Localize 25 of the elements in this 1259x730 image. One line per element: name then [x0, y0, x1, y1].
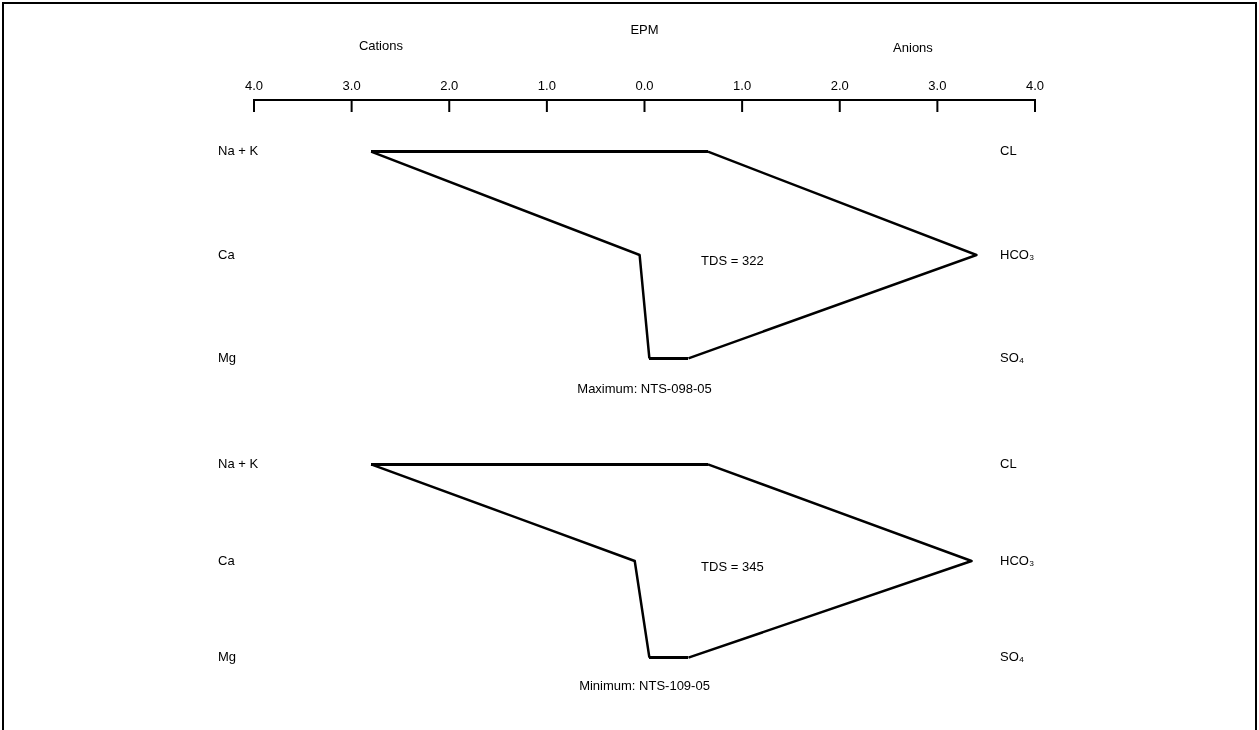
annotation: Minimum: NTS-109-05	[579, 678, 710, 694]
annotation: Maximum: NTS-098-05	[577, 380, 712, 396]
y-tick-label: Mg	[218, 349, 237, 365]
y2-tick-label: CL	[1000, 455, 1017, 471]
x-tick-label: 3.0	[928, 77, 947, 93]
x-axis-title: EPM	[630, 21, 659, 37]
x-tick-label: 4.0	[244, 77, 264, 93]
x-tick-label: 1.0	[733, 77, 752, 93]
text: Cations	[358, 37, 404, 53]
y2-tick-label: SO₄	[1000, 349, 1025, 365]
text: Anions	[893, 39, 934, 55]
x-tick-label: 2.0	[830, 77, 849, 93]
x-tick-label: 4.0	[1025, 77, 1045, 93]
annotation: TDS = 345	[701, 558, 764, 574]
y-tick-label: Na + K	[218, 143, 259, 159]
x-tick-label: 2.0	[440, 77, 459, 93]
y-tick-label: Ca	[218, 246, 236, 262]
y2-tick-label: CL	[1000, 143, 1017, 159]
annotation: TDS = 322	[701, 252, 764, 268]
y2-tick-label: HCO₃	[1000, 552, 1035, 568]
x-tick-label: 3.0	[342, 77, 361, 93]
x-tick-label: 0.0	[635, 77, 654, 93]
y2-tick-label: HCO₃	[1000, 246, 1035, 262]
x-tick-label: 1.0	[537, 77, 556, 93]
y2-tick-label: SO₄	[1000, 649, 1025, 665]
